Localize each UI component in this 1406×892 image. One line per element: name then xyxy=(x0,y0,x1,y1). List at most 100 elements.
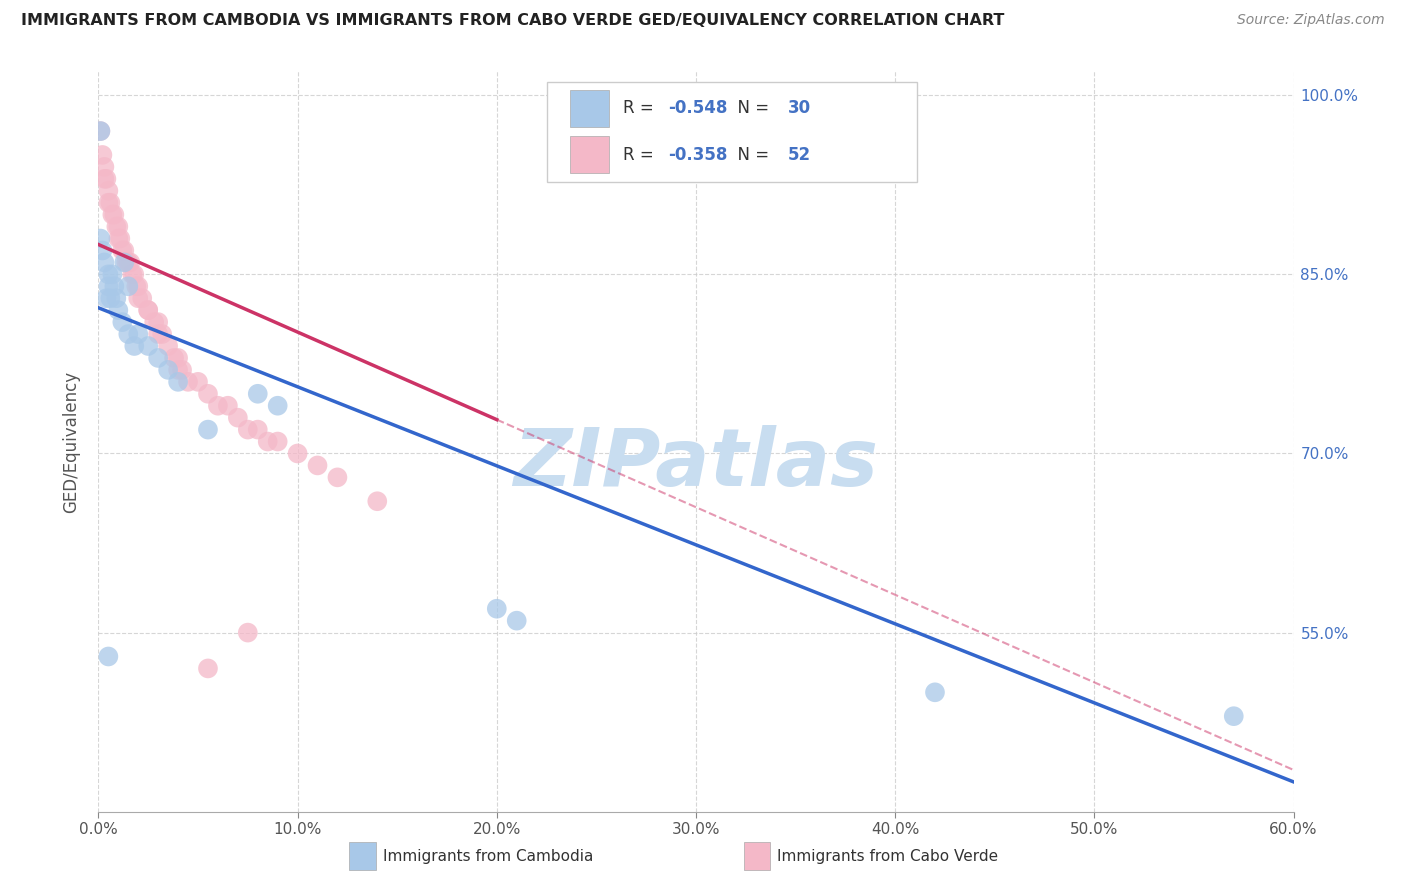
Point xyxy=(143,315,166,329)
Bar xyxy=(571,136,609,173)
Point xyxy=(131,291,153,305)
Point xyxy=(148,327,170,342)
Point xyxy=(187,375,209,389)
Point xyxy=(112,255,135,269)
Point xyxy=(97,184,120,198)
Point xyxy=(197,423,219,437)
Text: Immigrants from Cabo Verde: Immigrants from Cabo Verde xyxy=(778,848,998,863)
Point xyxy=(98,195,122,210)
Point xyxy=(103,208,125,222)
Point xyxy=(267,434,290,449)
Point xyxy=(105,219,128,234)
Point xyxy=(103,279,125,293)
Text: -0.548: -0.548 xyxy=(668,99,728,118)
Point xyxy=(136,303,159,318)
Point xyxy=(121,268,143,282)
Point xyxy=(93,160,115,174)
Point xyxy=(485,601,508,615)
Bar xyxy=(350,842,375,871)
Point xyxy=(97,649,120,664)
Point xyxy=(136,339,159,353)
Point xyxy=(1223,709,1246,723)
Point xyxy=(117,255,139,269)
Point xyxy=(98,291,122,305)
Point xyxy=(326,470,349,484)
Point xyxy=(287,446,309,460)
Text: 52: 52 xyxy=(787,145,811,163)
Point xyxy=(117,279,139,293)
Point xyxy=(157,339,180,353)
Point xyxy=(217,399,239,413)
Point xyxy=(172,363,194,377)
Point xyxy=(107,303,129,318)
Point xyxy=(207,399,229,413)
Point xyxy=(148,315,170,329)
Point xyxy=(177,375,200,389)
Point xyxy=(256,434,278,449)
Bar xyxy=(571,90,609,127)
Point xyxy=(124,268,146,282)
Point xyxy=(127,327,149,342)
Point xyxy=(91,148,114,162)
Point xyxy=(136,303,159,318)
Point xyxy=(96,291,118,305)
Y-axis label: GED/Equivalency: GED/Equivalency xyxy=(62,370,80,513)
Point xyxy=(127,291,149,305)
Text: R =: R = xyxy=(623,145,659,163)
Point xyxy=(366,494,388,508)
Point xyxy=(236,625,259,640)
Text: N =: N = xyxy=(727,99,775,118)
Point xyxy=(924,685,946,699)
Point xyxy=(120,255,142,269)
Text: ZIPatlas: ZIPatlas xyxy=(513,425,879,503)
Text: -0.358: -0.358 xyxy=(668,145,728,163)
Point xyxy=(124,339,146,353)
Point xyxy=(127,279,149,293)
Point xyxy=(107,219,129,234)
Point xyxy=(197,661,219,675)
Point xyxy=(115,255,138,269)
Text: IMMIGRANTS FROM CAMBODIA VS IMMIGRANTS FROM CABO VERDE GED/EQUIVALENCY CORRELATI: IMMIGRANTS FROM CAMBODIA VS IMMIGRANTS F… xyxy=(21,13,1004,29)
Point xyxy=(112,244,135,258)
Point xyxy=(307,458,329,473)
Point xyxy=(111,315,134,329)
Point xyxy=(246,386,269,401)
Point xyxy=(89,231,111,245)
Point xyxy=(246,423,269,437)
Point xyxy=(107,231,129,245)
Point xyxy=(163,351,186,365)
Point xyxy=(93,255,115,269)
Text: Immigrants from Cambodia: Immigrants from Cambodia xyxy=(382,848,593,863)
Point xyxy=(96,171,118,186)
Point xyxy=(197,386,219,401)
Text: N =: N = xyxy=(727,145,775,163)
Point xyxy=(93,171,115,186)
Point xyxy=(105,291,128,305)
Point xyxy=(101,208,124,222)
Point xyxy=(157,363,180,377)
Point xyxy=(167,351,190,365)
Point xyxy=(91,244,114,258)
Point xyxy=(125,279,148,293)
Point xyxy=(89,124,111,138)
Bar xyxy=(744,842,770,871)
Text: Source: ZipAtlas.com: Source: ZipAtlas.com xyxy=(1237,13,1385,28)
Point xyxy=(267,399,290,413)
Point xyxy=(506,614,529,628)
Point xyxy=(117,327,139,342)
Point xyxy=(97,195,120,210)
Point xyxy=(167,363,190,377)
Point xyxy=(111,244,134,258)
Point xyxy=(236,423,259,437)
Point xyxy=(89,124,111,138)
Point xyxy=(226,410,249,425)
FancyBboxPatch shape xyxy=(547,82,917,183)
Text: R =: R = xyxy=(623,99,659,118)
Point xyxy=(97,279,120,293)
Text: 30: 30 xyxy=(787,99,811,118)
Point xyxy=(167,375,190,389)
Point xyxy=(150,327,173,342)
Point xyxy=(97,268,120,282)
Point xyxy=(110,231,132,245)
Point xyxy=(101,268,124,282)
